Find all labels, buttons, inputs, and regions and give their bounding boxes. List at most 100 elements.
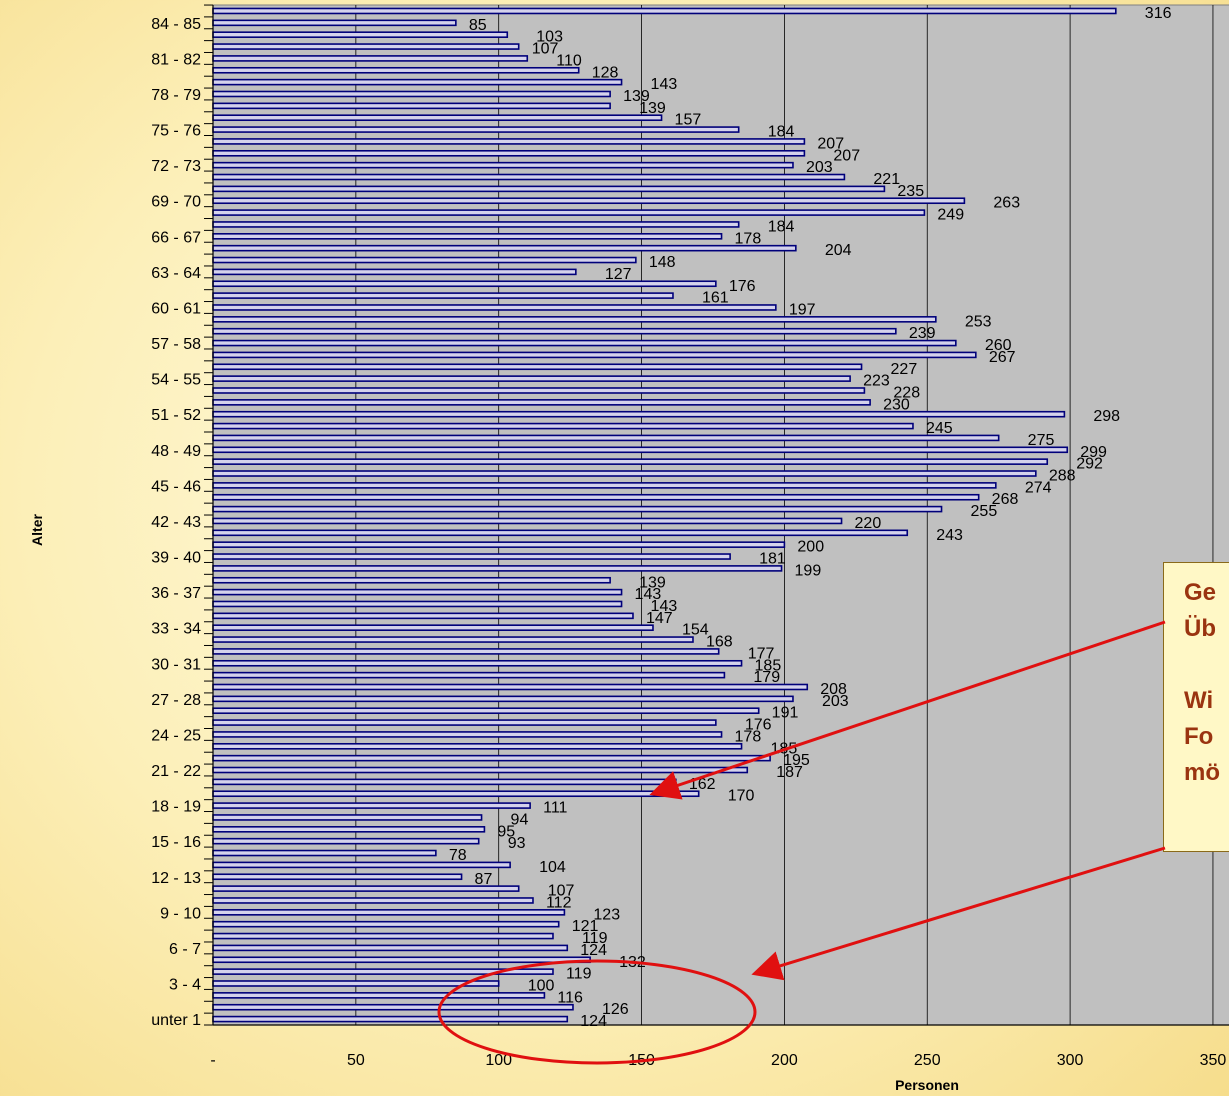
bar-37 <box>212 576 611 584</box>
bar-24-25 <box>212 731 723 738</box>
value-label: 121 <box>572 918 599 935</box>
y-tick-label: 75 - 76 <box>151 123 201 140</box>
value-label: 139 <box>639 100 666 117</box>
y-tick-labels: unter 1 3 - 4 6 - 7 9 - 10 12 - 13 15 - 16 18 … <box>151 16 201 1029</box>
x-tick-label: 150 <box>628 1052 655 1069</box>
bar-25 <box>212 719 717 726</box>
y-tick-label: 42 - 43 <box>151 514 201 531</box>
y-tick-label: 69 - 70 <box>151 194 201 211</box>
value-label: 176 <box>729 278 756 295</box>
y-tick-label: 9 - 10 <box>160 905 201 922</box>
value-label: 78 <box>449 847 467 864</box>
value-label: 104 <box>539 859 566 876</box>
bar-62 <box>212 280 717 288</box>
x-tick-label: 350 <box>1200 1052 1227 1069</box>
y-tick-label: 84 - 85 <box>151 16 201 33</box>
value-label: 191 <box>772 705 799 722</box>
y-tick-label: 51 - 52 <box>151 407 201 424</box>
bar-44 <box>212 493 980 501</box>
value-label: 94 <box>511 811 529 828</box>
value-label: 157 <box>675 112 702 129</box>
annotation-line-2: Üb <box>1184 615 1216 642</box>
value-label: 268 <box>992 491 1019 508</box>
x-axis-title: Personen <box>895 1077 959 1093</box>
value-label: 245 <box>926 420 953 437</box>
bar-56 <box>212 351 977 359</box>
bar-49 <box>212 434 1000 442</box>
value-label: 103 <box>536 29 563 46</box>
bar-35 <box>212 600 623 608</box>
y-tick-label: unter 1 <box>151 1012 201 1029</box>
y-axis-title: Alter <box>29 514 45 546</box>
value-label: 100 <box>528 977 555 994</box>
annotation-gap <box>1184 647 1229 683</box>
value-label: 143 <box>651 598 678 615</box>
y-tick-label: 45 - 46 <box>151 478 201 495</box>
y-tick-label: 24 - 25 <box>151 727 201 744</box>
value-label: 124 <box>580 942 607 959</box>
value-label: 197 <box>789 301 816 318</box>
annotation-line-6: mö <box>1184 759 1220 786</box>
bar-39-40 <box>212 553 731 560</box>
bar-65 <box>212 244 797 252</box>
bar-2 <box>212 992 546 999</box>
bar-84-85 <box>212 19 457 27</box>
bar-11 <box>212 885 520 892</box>
value-label: 132 <box>619 954 646 971</box>
value-label: 95 <box>497 823 515 840</box>
bar-40 <box>212 541 786 548</box>
value-label: 263 <box>993 195 1020 212</box>
value-label: 203 <box>806 159 833 176</box>
bar-73 <box>212 149 806 157</box>
y-tick-label: 3 - 4 <box>169 976 201 993</box>
value-label: 116 <box>557 989 583 1006</box>
bar-31 <box>212 648 720 655</box>
y-tick-label: 6 - 7 <box>169 941 201 958</box>
bar-55 <box>212 363 863 371</box>
y-tick-label: 57 - 58 <box>151 336 201 353</box>
value-label: 87 <box>475 871 493 888</box>
bar-unter1 <box>212 1015 569 1023</box>
value-label: 230 <box>883 396 910 413</box>
y-tick-label: 54 - 55 <box>151 372 201 389</box>
value-label: 168 <box>706 634 733 651</box>
annotation-line-5: Fo <box>1184 723 1214 750</box>
value-label: 255 <box>971 503 998 520</box>
x-tick-label: 300 <box>1057 1052 1084 1069</box>
bar-34 <box>212 612 634 620</box>
y-tick-label: 48 - 49 <box>151 443 201 460</box>
bar-59 <box>212 316 937 323</box>
value-label: 162 <box>689 776 716 793</box>
value-label: 119 <box>566 966 592 983</box>
y-tick-label: 36 - 37 <box>151 585 201 602</box>
bar-32 <box>212 636 694 643</box>
value-label: 298 <box>1093 408 1120 425</box>
y-tick-label: 63 - 64 <box>151 265 201 282</box>
bar-60-61 <box>212 304 777 311</box>
bar-74 <box>212 138 806 145</box>
bar-4 <box>212 968 554 975</box>
value-label: 139 <box>639 574 666 591</box>
x-tick-label: 200 <box>771 1052 798 1069</box>
bar-23 <box>212 742 743 750</box>
bar-15-16 <box>212 837 480 845</box>
value-label: 228 <box>893 384 920 401</box>
value-label: 176 <box>745 717 772 734</box>
value-label: 221 <box>873 171 900 188</box>
value-label: 184 <box>768 124 795 141</box>
value-label: 292 <box>1076 456 1103 473</box>
value-label: 185 <box>771 740 798 757</box>
value-label: 223 <box>863 373 890 390</box>
value-label: 139 <box>623 88 650 105</box>
bar-43 <box>212 505 943 513</box>
x-tick-label: 50 <box>347 1052 365 1069</box>
bar-36-37 <box>212 588 623 596</box>
bar-41 <box>212 529 909 537</box>
value-label: 127 <box>605 266 632 283</box>
value-label: 316 <box>1145 5 1172 22</box>
bar-76 <box>212 114 663 122</box>
y-tick-label: 78 - 79 <box>151 87 201 104</box>
bar-5 <box>212 956 591 964</box>
bar-52 <box>212 399 871 406</box>
